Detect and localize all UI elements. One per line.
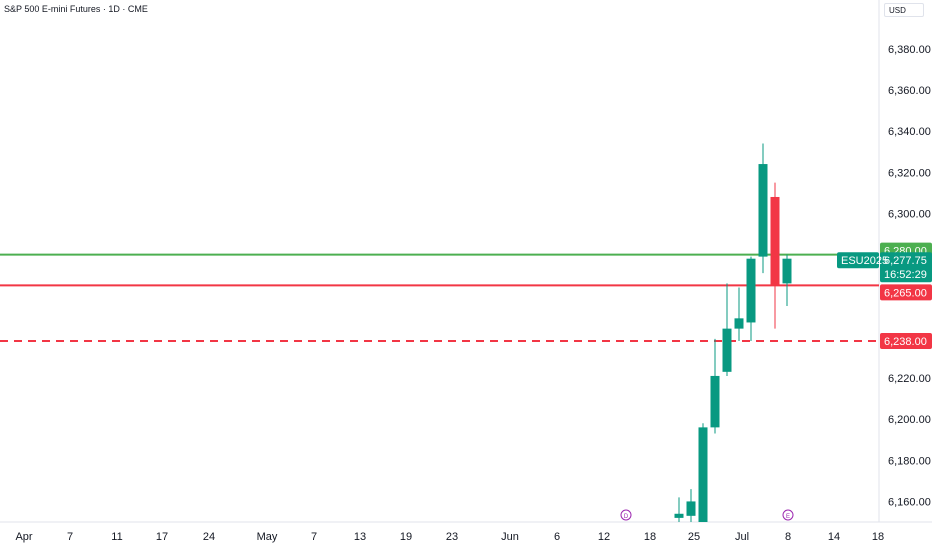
x-tick-label: Jun [501, 531, 519, 543]
y-tick-label: 6,200.00 [888, 414, 931, 426]
event-marker-glyph: D [624, 514, 629, 520]
candle-body[interactable] [710, 375, 720, 428]
candles [674, 143, 792, 522]
y-tick-label: 6,380.00 [888, 44, 931, 56]
x-tick-label: 18 [872, 531, 884, 543]
currency-selector[interactable]: USD [884, 3, 924, 17]
countdown-text: 16:52:29 [884, 269, 927, 281]
horizontal-levels [0, 253, 879, 342]
level-price-text: 6,265.00 [884, 287, 927, 299]
x-tick-label: 12 [598, 531, 610, 543]
chart-title: S&P 500 E-mini Futures · 1D · CME [4, 4, 148, 14]
candle-body[interactable] [782, 258, 792, 284]
symbol-tag-text: ESU2025 [841, 255, 888, 267]
x-tick-label: 7 [67, 531, 73, 543]
candle-body[interactable] [686, 501, 696, 516]
event-marker-icon[interactable] [620, 509, 632, 521]
y-tick-label: 6,320.00 [888, 167, 931, 179]
y-tick-label: 6,180.00 [888, 455, 931, 467]
level-price-tag [880, 332, 932, 349]
x-tick-label: 25 [688, 531, 700, 543]
x-tick-label: 7 [311, 531, 317, 543]
symbol-tag[interactable] [837, 252, 879, 269]
candle-body[interactable] [746, 258, 756, 323]
x-tick-label: 19 [400, 531, 412, 543]
x-tick-label: 13 [354, 531, 366, 543]
x-tick-label: 8 [785, 531, 791, 543]
x-tick-label: 14 [828, 531, 840, 543]
level-price-text: 6,280.00 [884, 246, 927, 258]
event-marker-icon[interactable] [782, 509, 794, 521]
x-tick-label: 17 [156, 531, 168, 543]
candle-body[interactable] [698, 427, 708, 522]
x-tick-label: 6 [554, 531, 560, 543]
price-axis: 6,160.00 6,180.00 6,200.00 6,220.00 6,300.00… [888, 44, 931, 509]
x-tick-label: Apr [15, 531, 32, 543]
price-labels: 6,280.00 6,265.00 6,238.00 6,277.75 16:52:29… [837, 242, 932, 349]
y-tick-label: 6,340.00 [888, 126, 931, 138]
time-axis: Apr 7 11 17 24 May 7 13 19 23 Jun 6 12 18 25 Jul 8 14 18 [15, 531, 884, 543]
y-tick-label: 6,220.00 [888, 373, 931, 385]
candle-body[interactable] [722, 328, 732, 372]
x-tick-label: Jul [735, 531, 749, 543]
x-tick-label: 24 [203, 531, 215, 543]
y-tick-label: 6,160.00 [888, 496, 931, 508]
candle-body[interactable] [734, 318, 744, 329]
x-tick-label: 11 [111, 531, 122, 543]
level-price-text: 6,238.00 [884, 336, 927, 348]
x-tick-label: May [257, 531, 278, 543]
y-tick-label: 6,300.00 [888, 208, 931, 220]
candle-body[interactable] [758, 164, 768, 257]
current-price-text: 6,277.75 [884, 255, 927, 267]
current-price-tag [880, 252, 932, 283]
x-tick-label: 18 [644, 531, 656, 543]
candle-body[interactable] [674, 513, 684, 518]
candle-body[interactable] [770, 196, 780, 286]
x-tick-label: 23 [446, 531, 458, 543]
level-price-tag [880, 284, 932, 301]
y-tick-label: 6,360.00 [888, 85, 931, 97]
event-marker-glyph: E [786, 514, 790, 520]
